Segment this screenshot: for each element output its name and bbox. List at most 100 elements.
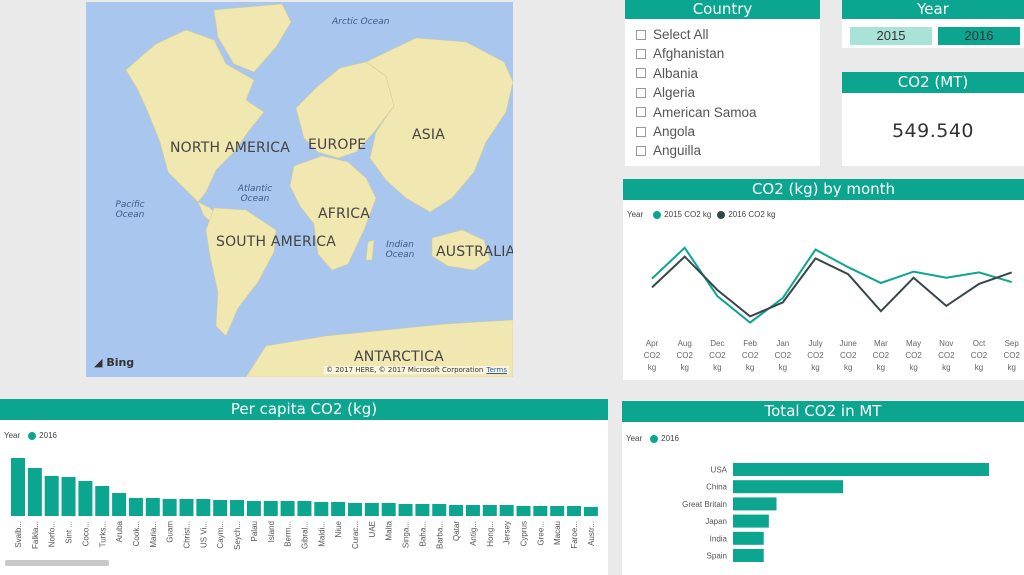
bar[interactable]	[314, 502, 329, 516]
bar[interactable]	[196, 499, 211, 516]
country-label: Algeria	[653, 85, 696, 101]
category-label: Cook...	[132, 521, 141, 546]
bar[interactable]	[61, 477, 76, 516]
country-item[interactable]: Angola	[636, 122, 820, 141]
bar[interactable]	[44, 476, 59, 516]
legend-dot-2016	[650, 434, 659, 443]
category-label: China	[706, 483, 727, 492]
country-item[interactable]: Algeria	[636, 83, 820, 102]
bar[interactable]	[583, 507, 598, 516]
line-chart: Apr CO2 kg Aug CO2 kg Dec CO2 kg Feb CO2 kg Jan CO2 kg…	[644, 246, 1020, 372]
bar[interactable]	[733, 514, 769, 528]
category-label: Cyprus	[520, 521, 529, 546]
bar[interactable]	[432, 504, 447, 516]
legend-label-2016: 2016	[661, 434, 679, 443]
year-option-2016[interactable]: 2016	[938, 27, 1020, 45]
category-label: Berm...	[284, 521, 293, 547]
total-co2-title: Total CO2 in MT	[622, 401, 1024, 422]
country-item[interactable]: Anguilla	[636, 141, 820, 160]
bar[interactable]	[567, 506, 582, 516]
bar[interactable]	[213, 500, 228, 516]
bar[interactable]	[550, 506, 565, 516]
bar[interactable]	[331, 502, 346, 516]
country-label: Angola	[653, 123, 696, 139]
bar[interactable]	[179, 499, 194, 516]
bar[interactable]	[449, 505, 464, 516]
antarctica-shape	[245, 319, 513, 377]
horizontal-scrollbar[interactable]	[5, 560, 109, 566]
category-label: Guam	[166, 521, 175, 543]
country-item[interactable]: American Samoa	[636, 103, 820, 122]
x-tick-label-line: CO2	[840, 351, 857, 360]
bar[interactable]	[733, 480, 844, 494]
x-tick-label-line: kg	[746, 363, 754, 372]
x-tick-label: Nov CO2 kg	[938, 339, 955, 372]
year-option-2015[interactable]: 2015	[850, 27, 932, 45]
bar[interactable]	[733, 463, 989, 476]
category-label: Barba...	[435, 521, 444, 549]
bar[interactable]	[112, 493, 127, 516]
bar[interactable]	[128, 498, 143, 516]
x-tick-label-line: June	[840, 339, 858, 348]
bar[interactable]	[499, 505, 514, 516]
checkbox[interactable]	[636, 49, 646, 60]
bar[interactable]	[381, 503, 396, 516]
country-item[interactable]: Albania	[636, 64, 820, 83]
bar[interactable]	[482, 505, 497, 516]
map-land-shapes	[125, 3, 513, 377]
bar[interactable]	[145, 498, 160, 516]
x-tick-label-line: kg	[811, 363, 819, 372]
x-tick-label-line: kg	[648, 363, 656, 372]
x-tick-label-line: CO2	[873, 351, 890, 360]
line-series-2015	[651, 246, 1012, 324]
x-tick-label-line: May	[906, 339, 921, 348]
co2-card-value: 549.540	[891, 120, 975, 142]
terms-link[interactable]: Terms	[486, 366, 507, 374]
category-label: Qatar	[452, 521, 461, 541]
country-item[interactable]: Afghanistan	[636, 44, 820, 63]
bar[interactable]	[95, 486, 110, 516]
country-item[interactable]: Select All	[636, 25, 820, 44]
category-label: Jersey	[503, 521, 512, 545]
bar[interactable]	[297, 501, 312, 516]
x-tick-label-line: Aug	[678, 339, 692, 348]
total-co2-legend: Year 2016	[626, 434, 679, 443]
bar[interactable]	[78, 481, 93, 516]
bar[interactable]	[246, 501, 261, 516]
checkbox[interactable]	[636, 68, 646, 79]
category-label: Macau	[553, 521, 562, 545]
checkbox[interactable]	[636, 87, 646, 98]
category-label: India	[710, 534, 728, 543]
bar[interactable]	[348, 503, 362, 516]
bar[interactable]	[465, 505, 480, 516]
label-europe: EUROPE	[308, 137, 367, 153]
bar[interactable]	[263, 501, 278, 516]
x-tick-label-line: kg	[877, 363, 885, 372]
bar[interactable]	[733, 549, 764, 562]
bar[interactable]	[27, 468, 42, 516]
x-tick-label: Jan CO2 kg	[775, 339, 792, 372]
bar[interactable]	[230, 500, 245, 516]
bar[interactable]	[364, 503, 379, 516]
bar[interactable]	[733, 531, 764, 545]
bar[interactable]	[162, 499, 177, 516]
bar[interactable]	[733, 497, 777, 511]
checkbox[interactable]	[636, 126, 646, 137]
bar[interactable]	[415, 504, 430, 516]
checkbox[interactable]	[636, 29, 646, 40]
bar[interactable]	[11, 458, 25, 516]
bar[interactable]	[398, 504, 413, 516]
bar[interactable]	[516, 506, 531, 516]
line-chart-panel: CO2 (kg) by month Year 2015 CO2 kg 2016 …	[623, 179, 1024, 380]
checkbox[interactable]	[636, 107, 646, 118]
checkbox[interactable]	[636, 146, 646, 157]
bar[interactable]	[533, 506, 548, 516]
category-label: Maldi...	[317, 521, 326, 547]
world-map[interactable]: NORTH AMERICA SOUTH AMERICA EUROPE ASIA …	[86, 2, 513, 377]
category-label: Gree...	[536, 521, 545, 545]
legend-dot-2015	[653, 210, 662, 219]
label-pacific-ocean: Pacific Ocean	[115, 200, 145, 220]
bar[interactable]	[280, 501, 295, 516]
x-tick-label-line: Mar	[874, 339, 888, 348]
year-slicer-title: Year	[842, 0, 1024, 19]
